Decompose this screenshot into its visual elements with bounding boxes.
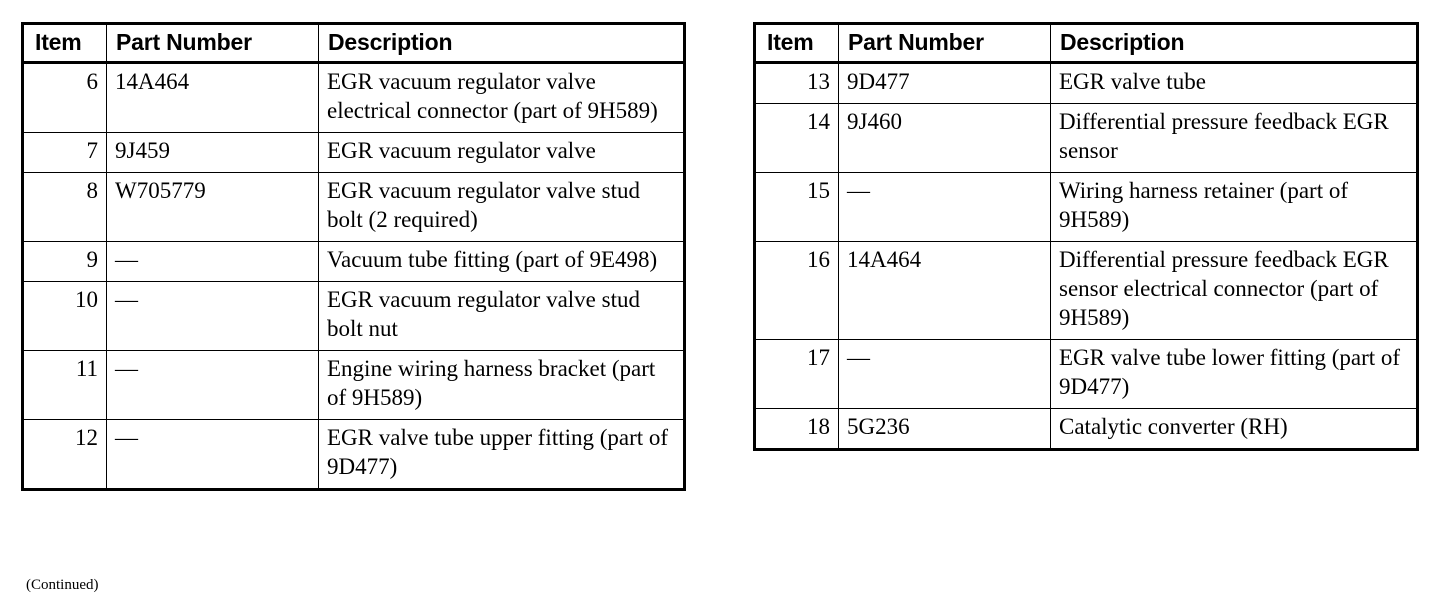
description-text: Differential pressure feedback EGR senso… bbox=[1059, 109, 1389, 163]
description-text: Vacuum tube fitting (part of 9E498) bbox=[327, 247, 658, 272]
description-text: EGR vacuum regulator valve stud bolt nut bbox=[327, 287, 640, 341]
cell-description: Engine wiring harness bracket (part of 9… bbox=[318, 350, 685, 420]
cell-part-number: 9J459 bbox=[106, 132, 319, 173]
cell-part-number: — bbox=[838, 339, 1051, 409]
table-row: 14 9J460 Differential pressure feedback EG… bbox=[754, 103, 1418, 173]
table-row: 15— Wiring harness retainer (part of 9H58… bbox=[754, 172, 1418, 242]
table-row: 16 14A464 Differential pressure feedback E… bbox=[754, 241, 1418, 340]
column-header-item: Item bbox=[754, 23, 839, 64]
description-text: EGR valve tube lower fitting (part of 9D… bbox=[1059, 345, 1401, 399]
continued-footnote: (Continued) bbox=[26, 577, 99, 593]
table-right-body: 13 9D477 EGR valve tube 14 9J460 Differential… bbox=[754, 62, 1418, 450]
table-row: 12— EGR valve tube upper fitting (part of… bbox=[22, 419, 685, 490]
cell-part-number: 9J460 bbox=[838, 103, 1051, 173]
table-row: 10— EGR vacuum regulator valve stud bolt … bbox=[22, 281, 685, 351]
description-text: Differential pressure feedback EGR senso… bbox=[1059, 247, 1389, 330]
cell-description: Differential pressure feedback EGR senso… bbox=[1050, 103, 1418, 173]
cell-part-number: — bbox=[838, 172, 1051, 242]
column-header-part-number: Part Number bbox=[838, 23, 1051, 64]
description-text: EGR vacuum regulator valve electrical co… bbox=[327, 69, 658, 123]
cell-item: 14 bbox=[754, 103, 839, 173]
table-left-body: 6 14A464 EGR vacuum regulator valve electr… bbox=[22, 62, 685, 490]
cell-description: EGR vacuum regulator valve bbox=[318, 132, 685, 173]
column-header-description: Description bbox=[318, 23, 685, 64]
cell-description: EGR valve tube bbox=[1050, 62, 1418, 104]
cell-item: 16 bbox=[754, 241, 839, 340]
table-row: 9— Vacuum tube fitting (part of 9E498) bbox=[22, 241, 685, 282]
cell-item: 12 bbox=[22, 419, 107, 490]
cell-item: 15 bbox=[754, 172, 839, 242]
table-row: 13 9D477 EGR valve tube bbox=[754, 62, 1418, 104]
cell-part-number: — bbox=[106, 281, 319, 351]
cell-item: 10 bbox=[22, 281, 107, 351]
column-header-description: Description bbox=[1050, 23, 1418, 64]
table-header-row: Item Part Number Description bbox=[754, 23, 1418, 64]
table-row: 11— Engine wiring harness bracket (part o… bbox=[22, 350, 685, 420]
description-text: EGR valve tube upper fitting (part of 9D… bbox=[327, 425, 669, 479]
cell-item: 13 bbox=[754, 62, 839, 104]
table-right-header: Item Part Number Description bbox=[754, 23, 1418, 64]
cell-item: 17 bbox=[754, 339, 839, 409]
cell-item: 18 bbox=[754, 408, 839, 450]
cell-description: EGR valve tube lower fitting (part of 9D… bbox=[1050, 339, 1418, 409]
table-row: 17— EGR valve tube lower fitting (part of… bbox=[754, 339, 1418, 409]
cell-part-number: 14A464 bbox=[838, 241, 1051, 340]
cell-item: 9 bbox=[22, 241, 107, 282]
cell-description: EGR valve tube upper fitting (part of 9D… bbox=[318, 419, 685, 490]
cell-description: Wiring harness retainer (part of 9H589) bbox=[1050, 172, 1418, 242]
cell-item: 11 bbox=[22, 350, 107, 420]
cell-item: 6 bbox=[22, 62, 107, 133]
description-text: EGR vacuum regulator valve bbox=[327, 138, 596, 163]
cell-part-number: — bbox=[106, 241, 319, 282]
table-left-header: Item Part Number Description bbox=[22, 23, 685, 64]
cell-description: Catalytic converter (RH) bbox=[1050, 408, 1418, 450]
description-text: EGR vacuum regulator valve stud bolt (2 … bbox=[327, 178, 640, 232]
cell-part-number: 14A464 bbox=[106, 62, 319, 133]
cell-description: EGR vacuum regulator valve stud bolt nut bbox=[318, 281, 685, 351]
cell-item: 7 bbox=[22, 132, 107, 173]
cell-part-number: — bbox=[106, 350, 319, 420]
table-row: 7 9J459 EGR vacuum regulator valve bbox=[22, 132, 685, 173]
table-header-row: Item Part Number Description bbox=[22, 23, 685, 64]
cell-part-number: W705779 bbox=[106, 172, 319, 242]
cell-description: Differential pressure feedback EGR senso… bbox=[1050, 241, 1418, 340]
parts-table-right: Item Part Number Description 13 9D477 EGR … bbox=[753, 22, 1419, 451]
cell-description: Vacuum tube fitting (part of 9E498) bbox=[318, 241, 685, 282]
column-header-item: Item bbox=[22, 23, 107, 64]
cell-item: 8 bbox=[22, 172, 107, 242]
description-text: Catalytic converter (RH) bbox=[1059, 414, 1288, 439]
cell-part-number: 5G236 bbox=[838, 408, 1051, 450]
table-row: 18 5G236 Catalytic converter (RH) bbox=[754, 408, 1418, 450]
table-row: 8 W705779 EGR vacuum regulator valve stud … bbox=[22, 172, 685, 242]
cell-part-number: — bbox=[106, 419, 319, 490]
cell-part-number: 9D477 bbox=[838, 62, 1051, 104]
description-text: Wiring harness retainer (part of 9H589) bbox=[1059, 178, 1349, 232]
table-row: 6 14A464 EGR vacuum regulator valve electr… bbox=[22, 62, 685, 133]
description-text: EGR valve tube bbox=[1059, 69, 1206, 94]
parts-table-left: Item Part Number Description 6 14A464 EGR … bbox=[21, 22, 686, 491]
cell-description: EGR vacuum regulator valve electrical co… bbox=[318, 62, 685, 133]
column-header-part-number: Part Number bbox=[106, 23, 319, 64]
description-text: Engine wiring harness bracket (part of 9… bbox=[327, 356, 656, 410]
cell-description: EGR vacuum regulator valve stud bolt (2 … bbox=[318, 172, 685, 242]
